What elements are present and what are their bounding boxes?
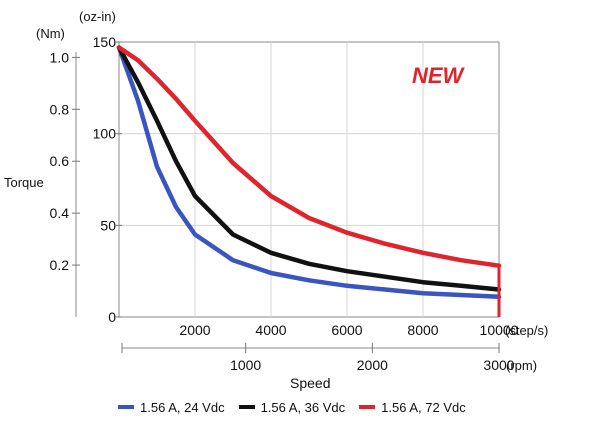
ozin-tick-label: 0: [108, 309, 116, 325]
x-unit-secondary-label: (rpm): [506, 358, 537, 373]
x-axis-title: Speed: [290, 375, 330, 391]
series-line-0: [116, 45, 502, 300]
x-steps-axis-ticks: 2000 4000 6000 8000 10000: [179, 322, 518, 338]
ozin-tick-label: 150: [93, 34, 117, 50]
series-line-2: [116, 45, 502, 268]
nm-tick-label: 0.8: [50, 101, 70, 117]
ozin-tick-label: 50: [100, 217, 116, 233]
y-unit-left-label: (Nm): [36, 26, 65, 41]
legend-swatch-36vdc: [238, 405, 255, 409]
plot-frame: [118, 41, 500, 318]
legend-label-36vdc: 1.56 A, 36 Vdc: [260, 399, 346, 415]
x-steps-tick-label: 10000: [480, 322, 519, 338]
ozin-tick-label: 100: [93, 126, 117, 142]
nm-axis-ticks: 1.0 0.8 0.6 0.4 0.2: [50, 49, 80, 273]
x-unit-primary-label: (step/s): [505, 323, 548, 338]
x-steps-tick-label: 8000: [407, 322, 438, 338]
legend-swatch-72vdc: [359, 405, 376, 409]
legend: 1.56 A, 24 Vdc 1.56 A, 36 Vdc 1.56 A, 72…: [118, 398, 480, 416]
series-lines: [116, 45, 502, 317]
ozin-axis-ticks: 150 100 50 0: [93, 34, 122, 325]
rpm-tick-label: 3000: [483, 357, 514, 373]
rpm-tick-label: 1000: [230, 357, 261, 373]
rpm-tick-label: 2000: [357, 357, 388, 373]
x-rpm-axis-ticks: 1000 2000 3000: [121, 343, 515, 373]
nm-tick-label: 0.2: [50, 257, 70, 273]
series-line-1: [116, 45, 502, 292]
y-axis-title: Torque: [4, 175, 44, 190]
legend-item-24vdc: 1.56 A, 24 Vdc: [118, 400, 225, 415]
new-badge: NEW: [412, 63, 466, 88]
nm-tick-label: 0.6: [50, 153, 70, 169]
legend-item-72vdc: 1.56 A, 72 Vdc: [359, 400, 466, 415]
x-steps-tick-label: 6000: [331, 322, 362, 338]
x-steps-tick-label: 2000: [179, 322, 210, 338]
legend-swatch-24vdc: [118, 405, 134, 409]
x-steps-tick-label: 4000: [255, 322, 286, 338]
legend-label-24vdc: 1.56 A, 24 Vdc: [140, 399, 225, 415]
nm-tick-label: 1.0: [50, 49, 70, 65]
legend-label-72vdc: 1.56 A, 72 Vdc: [381, 399, 466, 415]
y-unit-right-label: (oz-in): [79, 9, 116, 24]
legend-item-36vdc: 1.56 A, 36 Vdc: [238, 399, 346, 415]
nm-tick-label: 0.4: [50, 205, 70, 221]
